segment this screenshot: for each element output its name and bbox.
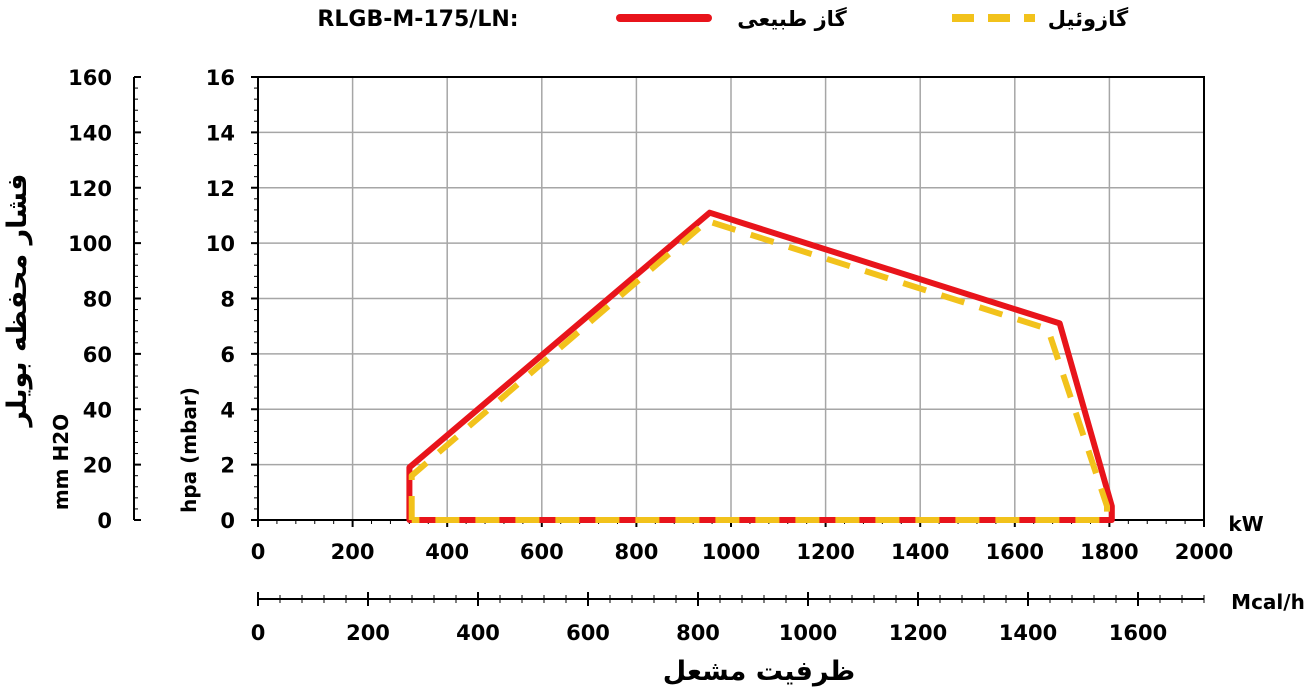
series-line-natural-gas	[406, 209, 1115, 523]
y2-tick-label: 60	[83, 343, 112, 367]
y2-tick-label: 120	[68, 177, 112, 201]
y-tick-label: 16	[206, 66, 235, 90]
x2-tick-label: 600	[566, 621, 610, 645]
legend-label-natural-gas: گاز طبیعی	[737, 6, 847, 31]
x2-tick-label: 200	[346, 621, 390, 645]
x-tick-label: 600	[520, 540, 564, 564]
y2-axis: 0 20 40 60 80 100 120 140 160	[68, 66, 141, 533]
x-tick-label: 800	[614, 540, 658, 564]
y-tick-label: 10	[206, 232, 235, 256]
y-axis-title: فشار محفظه بویلر	[2, 174, 33, 429]
y-tick-label: 2	[220, 454, 235, 478]
x2-tick-label: 1200	[889, 621, 947, 645]
x-tick-label: 1200	[796, 540, 854, 564]
y2-tick-label: 100	[68, 232, 112, 256]
series-layer	[406, 209, 1115, 523]
x-tick-label: 0	[251, 540, 266, 564]
x2-tick-label: 1000	[779, 621, 837, 645]
y-tick-label: 12	[206, 177, 235, 201]
y-axis-label: hpa (mbar)	[177, 387, 201, 513]
legend-label-diesel: گازوئیل	[1048, 6, 1129, 31]
x2-tick-label: 0	[251, 621, 266, 645]
y-tick-label: 0	[220, 509, 235, 533]
y2-tick-label: 80	[83, 288, 112, 312]
x-axis-title: ظرفیت مشعل	[663, 656, 855, 687]
y2-tick-label: 20	[83, 454, 112, 478]
y-axis: 0 2 4 6 8 10 12 14 16	[206, 66, 258, 533]
y2-tick-label: 140	[68, 121, 112, 145]
x2-axis-unit: Mcal/h	[1231, 590, 1305, 614]
x2-tick-label: 800	[676, 621, 720, 645]
y-tick-label: 14	[206, 121, 235, 145]
x2-tick-label: 1400	[999, 621, 1057, 645]
y2-axis-label: mm H2O	[49, 414, 73, 510]
x2-tick-label: 400	[456, 621, 500, 645]
x-tick-label: 1800	[1080, 540, 1138, 564]
grid	[257, 76, 1205, 521]
x-tick-label: 1400	[891, 540, 949, 564]
y2-tick-label: 40	[83, 398, 112, 422]
x2-tick-label: 1600	[1109, 621, 1167, 645]
x-tick-label: 1600	[986, 540, 1044, 564]
x-tick-label: 2000	[1175, 540, 1233, 564]
chart-title: RLGB-M-175/LN:	[317, 7, 518, 32]
y2-tick-label: 0	[97, 509, 112, 533]
series-line-diesel	[408, 218, 1110, 523]
y-tick-label: 8	[220, 288, 235, 312]
x-axis-unit: kW	[1228, 512, 1263, 536]
x2-axis: 0 200 400 600 800 1000 1200 1400 1600	[251, 592, 1205, 645]
x-tick-label: 1000	[702, 540, 760, 564]
y2-tick-label: 160	[68, 66, 112, 90]
x-tick-label: 200	[331, 540, 375, 564]
y-tick-label: 6	[220, 343, 235, 367]
x-tick-label: 400	[425, 540, 469, 564]
y-tick-label: 4	[220, 398, 235, 422]
x-axis: 0 200 400 600 800 1000 1200 1400 1600 1800 2000	[251, 520, 1233, 564]
